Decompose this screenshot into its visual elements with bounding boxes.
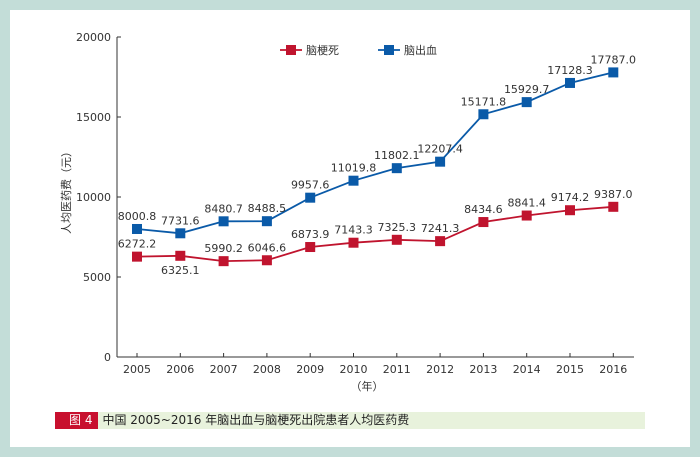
data-point (305, 192, 316, 203)
legend-marker (286, 45, 296, 55)
y-tick-label: 10000 (76, 191, 111, 204)
x-tick-label: 2008 (253, 363, 281, 376)
data-point (132, 251, 142, 262)
legend-label: 脑出血 (404, 43, 437, 57)
y-axis-label: 人均医药费（元） (60, 146, 73, 234)
data-label: 6272.2 (118, 238, 157, 251)
y-tick-label: 0 (104, 351, 111, 364)
figure-number: 图 4 (55, 412, 99, 429)
y-tick-label: 5000 (83, 271, 111, 284)
data-point (261, 255, 272, 266)
data-point (521, 210, 532, 221)
data-point (218, 216, 229, 227)
x-tick-label: 2009 (296, 363, 324, 376)
x-tick-label: 2014 (513, 363, 541, 376)
y-tick-label: 15000 (76, 111, 111, 124)
data-label: 8434.6 (464, 203, 503, 216)
data-label: 7325.3 (378, 221, 417, 234)
x-tick-label: 2012 (426, 363, 454, 376)
data-point (175, 228, 186, 239)
data-label: 17787.0 (591, 53, 637, 66)
data-point (435, 236, 446, 247)
legend-marker (384, 45, 394, 55)
data-label: 9174.2 (551, 191, 590, 204)
x-tick-label: 2007 (210, 363, 238, 376)
data-point (348, 175, 359, 186)
data-label: 6873.9 (291, 228, 330, 241)
data-point (391, 234, 402, 245)
x-tick-label: 2006 (166, 363, 194, 376)
data-point (608, 67, 619, 78)
series-line-hemorrhage (136, 71, 614, 235)
data-label: 8841.4 (507, 197, 546, 210)
data-label: 8488.5 (248, 202, 287, 215)
data-label: 9387.0 (594, 188, 633, 201)
data-label: 12207.4 (417, 143, 463, 156)
data-point (478, 109, 489, 120)
caption-text: 中国 2005~2016 年脑出血与脑梗死出院患者人均医药费 (102, 413, 410, 427)
data-label: 8480.7 (204, 202, 243, 215)
data-label: 15171.8 (461, 95, 507, 108)
data-point (565, 77, 575, 88)
data-label: 7241.3 (421, 222, 460, 235)
data-point (608, 201, 619, 212)
data-point (478, 217, 489, 228)
y-tick-label: 20000 (76, 31, 111, 44)
data-point (435, 156, 446, 167)
data-point (521, 97, 532, 108)
figure-caption: 图 4 中国 2005~2016 年脑出血与脑梗死出院患者人均医药费 (55, 412, 645, 429)
data-label: 7731.6 (161, 214, 200, 227)
series-line-infarction (136, 205, 614, 263)
data-label: 6325.1 (161, 264, 200, 277)
data-point (348, 237, 359, 248)
data-point (218, 256, 229, 267)
data-label: 5990.2 (204, 242, 243, 255)
legend-label: 脑梗死 (306, 43, 339, 57)
x-tick-label: 2005 (123, 363, 151, 376)
x-tick-label: 2016 (599, 363, 627, 376)
data-point (305, 242, 316, 253)
data-label: 9957.6 (291, 179, 330, 192)
data-point (132, 223, 142, 234)
data-label: 11019.8 (331, 162, 377, 175)
x-tick-label: 2015 (556, 363, 584, 376)
data-label: 17128.3 (547, 64, 593, 77)
x-tick-label: 2010 (340, 363, 368, 376)
data-label: 7143.3 (334, 224, 373, 237)
data-point (175, 250, 186, 261)
data-label: 8000.8 (118, 210, 157, 223)
x-axis-label: （年） (351, 379, 384, 393)
data-point (261, 216, 272, 227)
figure-panel (10, 10, 690, 447)
data-label: 11802.1 (374, 149, 420, 162)
data-point (391, 163, 402, 174)
data-label: 6046.6 (248, 241, 287, 254)
x-tick-label: 2013 (469, 363, 497, 376)
data-point (565, 205, 575, 216)
x-tick-label: 2011 (383, 363, 411, 376)
data-label: 15929.7 (504, 83, 550, 96)
